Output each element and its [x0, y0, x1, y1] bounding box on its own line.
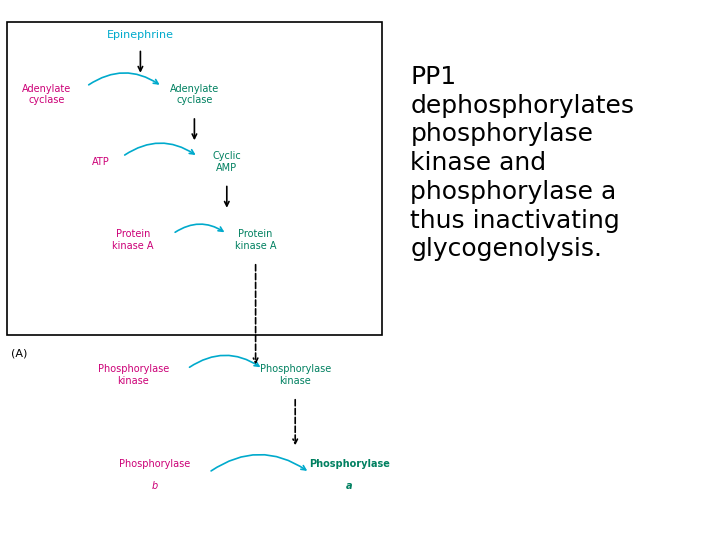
- FancyBboxPatch shape: [7, 22, 382, 335]
- Text: Protein
kinase A: Protein kinase A: [235, 230, 276, 251]
- Text: a: a: [346, 481, 353, 491]
- FancyArrowPatch shape: [125, 143, 194, 155]
- Text: Protein
kinase A: Protein kinase A: [112, 230, 154, 251]
- Text: Phosphorylase
kinase: Phosphorylase kinase: [98, 364, 168, 386]
- FancyArrowPatch shape: [89, 73, 158, 85]
- FancyArrowPatch shape: [175, 224, 223, 232]
- Text: Cyclic
AMP: Cyclic AMP: [212, 151, 241, 173]
- Text: Adenylate
cyclase: Adenylate cyclase: [170, 84, 219, 105]
- Text: ATP: ATP: [92, 157, 109, 167]
- Text: Epinephrine: Epinephrine: [107, 30, 174, 40]
- Text: PP1
dephosphorylates
phosphorylase
kinase and
phosphorylase a
thus inactivating
: PP1 dephosphorylates phosphorylase kinas…: [410, 65, 634, 261]
- Text: b: b: [152, 481, 158, 491]
- FancyArrowPatch shape: [211, 455, 306, 471]
- Text: Adenylate
cyclase: Adenylate cyclase: [22, 84, 71, 105]
- Text: (A): (A): [11, 348, 27, 359]
- Text: Phosphorylase
kinase: Phosphorylase kinase: [260, 364, 330, 386]
- Text: Phosphorylase: Phosphorylase: [309, 460, 390, 469]
- FancyArrowPatch shape: [189, 355, 259, 367]
- Text: Phosphorylase: Phosphorylase: [120, 460, 190, 469]
